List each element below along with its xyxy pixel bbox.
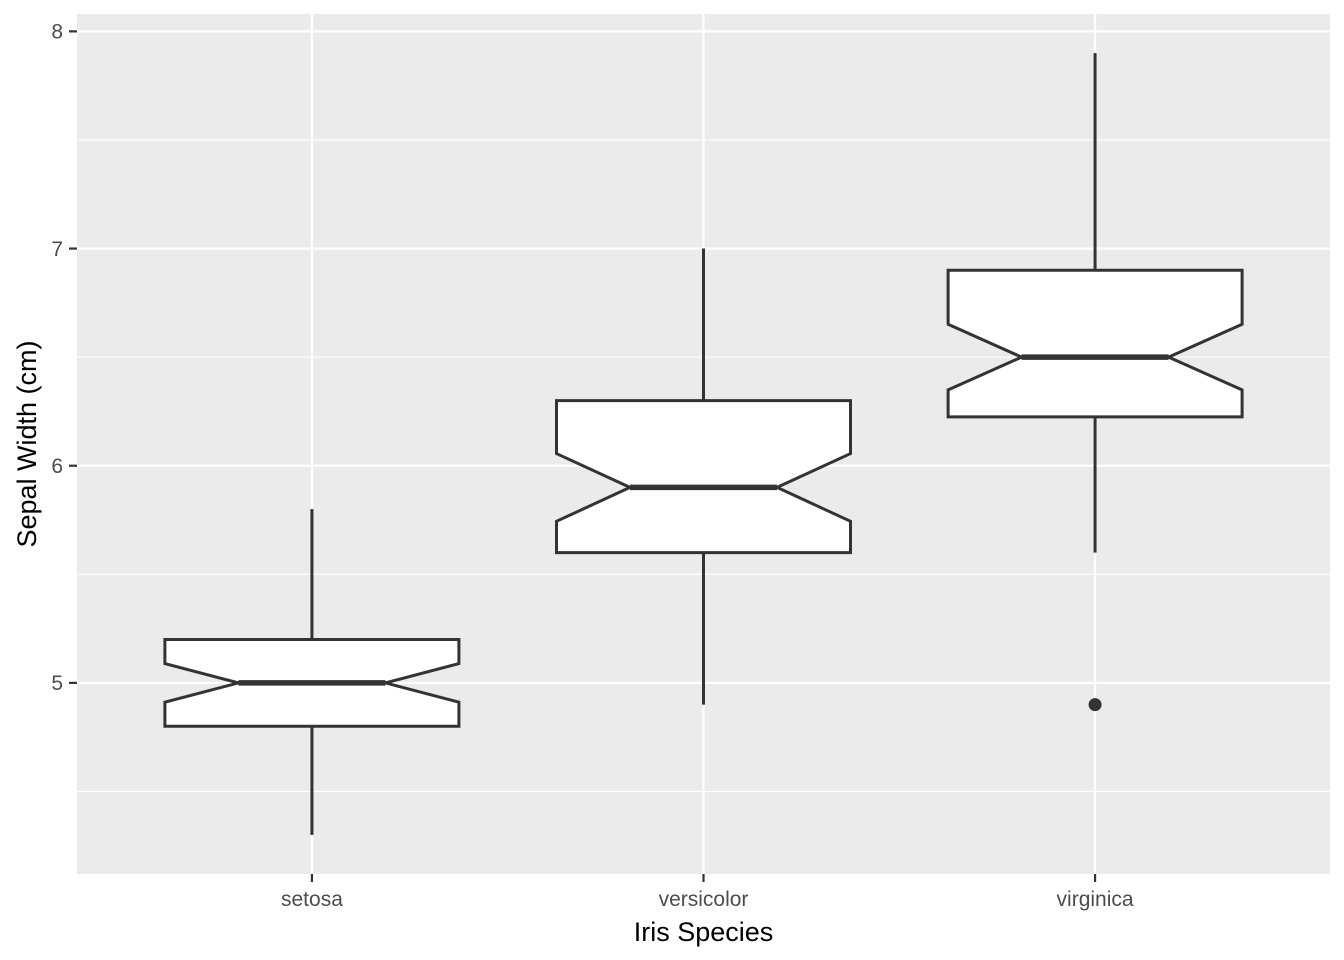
boxplot-versicolor	[555, 248, 852, 705]
y-axis-title: Sepal Width (cm)	[12, 340, 42, 547]
notched-box	[946, 268, 1244, 419]
boxplot-virginica	[946, 53, 1244, 712]
x-category-label: versicolor	[659, 888, 749, 911]
y-tick-label: 8	[51, 21, 63, 44]
outlier-point	[1088, 698, 1102, 712]
y-tick-label: 6	[51, 455, 63, 478]
x-axis: setosa versicolor virginica	[281, 874, 1134, 911]
y-tick-label: 5	[51, 672, 63, 695]
boxplot-setosa	[163, 509, 461, 835]
y-axis: 5 6 7 8	[51, 21, 77, 695]
notched-box	[555, 399, 852, 555]
x-axis-title: Iris Species	[634, 917, 774, 947]
x-category-label: setosa	[281, 888, 343, 911]
x-category-label: virginica	[1057, 888, 1134, 911]
y-tick-label: 7	[51, 238, 63, 261]
